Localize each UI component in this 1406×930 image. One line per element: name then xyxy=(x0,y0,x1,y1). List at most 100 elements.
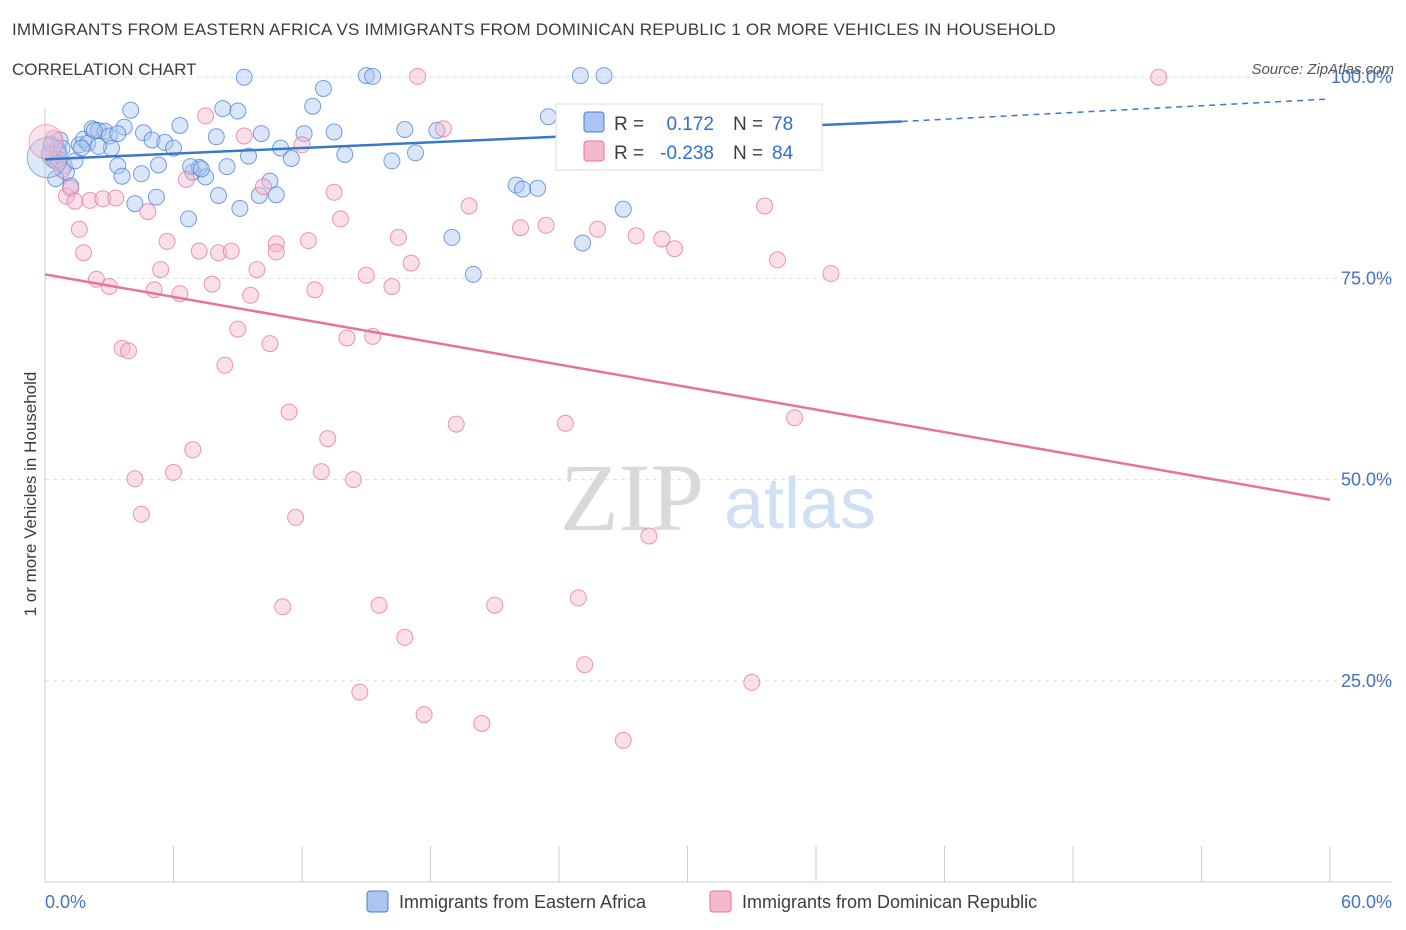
point-eastern-africa xyxy=(529,179,547,197)
point-eastern-africa xyxy=(171,117,189,134)
point-eastern-africa xyxy=(443,228,461,246)
point-eastern-africa xyxy=(240,147,257,165)
point-dominican-republic xyxy=(370,596,388,614)
point-eastern-africa xyxy=(210,187,227,204)
stats-legend-r-label-blue: R = xyxy=(614,114,644,135)
point-dominican-republic xyxy=(434,120,452,138)
axes xyxy=(44,108,1392,883)
point-dominican-republic xyxy=(222,242,240,260)
point-dominican-republic xyxy=(325,183,343,201)
point-dominican-republic xyxy=(197,107,215,125)
stats-legend-n-label-blue: N = xyxy=(733,114,763,135)
point-dominican-republic xyxy=(235,127,253,145)
point-dominican-republic xyxy=(822,265,840,283)
x-axis-ticks xyxy=(44,846,1331,882)
point-eastern-africa xyxy=(235,68,253,86)
point-dominican-republic xyxy=(287,508,305,526)
point-dominican-republic xyxy=(229,320,247,338)
point-eastern-africa xyxy=(396,121,414,138)
point-eastern-africa xyxy=(325,123,343,141)
source-label: Source: ZipAtlas.com xyxy=(1251,61,1394,78)
point-dominican-republic xyxy=(666,240,684,258)
point-eastern-africa xyxy=(464,265,482,283)
point-dominican-republic xyxy=(242,286,260,304)
stats-legend-n-value-blue: 78 xyxy=(772,114,793,135)
point-dominican-republic xyxy=(743,673,761,691)
point-eastern-africa xyxy=(182,158,200,176)
point-dominican-republic xyxy=(216,356,234,374)
series-legend-swatch-blue xyxy=(366,890,389,913)
y-tick-labels: 25.0% 50.0% 75.0% 100.0% xyxy=(1331,67,1392,691)
point-eastern-africa xyxy=(595,67,613,85)
point-eastern-africa xyxy=(115,118,133,136)
point-eastern-africa xyxy=(85,121,103,139)
point-eastern-africa xyxy=(229,102,247,120)
trend-line-dominican-republic xyxy=(44,273,1331,501)
series-legend: Immigrants from Eastern Africa Immigrant… xyxy=(366,890,1037,913)
point-eastern-africa xyxy=(72,139,90,157)
point-dominican-republic xyxy=(344,471,362,489)
point-eastern-africa xyxy=(574,234,592,252)
point-eastern-africa xyxy=(109,125,127,143)
point-dominican-republic xyxy=(53,161,71,179)
point-dominican-republic xyxy=(94,190,112,208)
point-dominican-republic xyxy=(254,178,272,196)
point-dominican-republic xyxy=(1150,68,1168,86)
point-eastern-africa xyxy=(113,167,131,185)
point-dominican-republic xyxy=(460,197,478,215)
stats-legend-swatch-pink xyxy=(583,140,605,162)
trend-line-eastern-africa-projection xyxy=(901,98,1331,123)
point-eastern-africa xyxy=(214,100,232,118)
stats-legend-swatch-blue xyxy=(583,111,605,133)
point-eastern-africa xyxy=(150,156,167,174)
stats-legend-r-value-blue: 0.172 xyxy=(666,114,714,135)
point-eastern-africa xyxy=(109,157,127,175)
watermark-atlas: atlas xyxy=(724,464,876,544)
point-eastern-africa xyxy=(514,180,532,198)
point-eastern-africa xyxy=(407,144,424,162)
point-dominican-republic xyxy=(383,278,401,295)
point-eastern-africa xyxy=(250,187,268,204)
point-eastern-africa xyxy=(336,146,354,163)
series-legend-label-pink: Immigrants from Dominican Republic xyxy=(742,892,1037,912)
y-tick-label: 100.0% xyxy=(1331,67,1392,87)
point-dominican-republic xyxy=(126,470,144,488)
point-dominican-republic xyxy=(177,170,195,188)
point-dominican-republic xyxy=(66,192,84,210)
point-eastern-africa xyxy=(282,150,300,167)
point-dominican-republic xyxy=(75,244,93,262)
point-dominican-republic xyxy=(306,281,324,299)
point-eastern-africa xyxy=(135,124,152,142)
point-dominican-republic xyxy=(267,243,285,261)
point-eastern-africa xyxy=(218,158,236,176)
point-dominican-republic xyxy=(28,124,64,160)
point-eastern-africa xyxy=(143,131,161,149)
point-eastern-africa xyxy=(47,170,65,188)
point-eastern-africa xyxy=(252,125,270,143)
point-dominican-republic xyxy=(402,254,420,272)
point-dominican-republic xyxy=(190,242,208,260)
point-dominican-republic xyxy=(332,210,350,228)
point-eastern-africa xyxy=(90,137,107,155)
point-dominican-republic xyxy=(70,220,88,238)
point-dominican-republic xyxy=(786,409,804,427)
data-points xyxy=(26,67,1168,749)
point-eastern-africa xyxy=(126,195,144,213)
point-dominican-republic xyxy=(280,403,298,421)
point-eastern-africa xyxy=(147,188,165,206)
chart-title: IMMIGRANTS FROM EASTERN AFRICA VS IMMIGR… xyxy=(12,20,1056,39)
point-eastern-africa xyxy=(122,101,140,119)
point-dominican-republic xyxy=(293,136,311,154)
point-eastern-africa xyxy=(197,168,215,186)
point-dominican-republic xyxy=(261,335,279,353)
point-eastern-africa xyxy=(428,121,446,139)
y-tick-label: 50.0% xyxy=(1341,470,1392,490)
point-eastern-africa xyxy=(192,160,210,178)
point-dominican-republic xyxy=(357,266,375,284)
point-dominican-republic xyxy=(184,441,202,459)
point-dominican-republic xyxy=(57,187,75,205)
x-tick-label-max: 60.0% xyxy=(1341,892,1392,912)
point-dominican-republic xyxy=(81,191,99,209)
point-eastern-africa xyxy=(156,133,174,151)
